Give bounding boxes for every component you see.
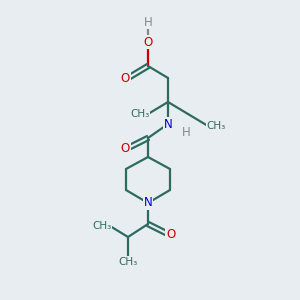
Text: H: H [182,125,190,139]
Text: O: O [120,71,130,85]
Text: H: H [144,16,152,28]
Text: N: N [144,196,152,209]
Text: CH₃: CH₃ [206,121,226,131]
Text: CH₃: CH₃ [130,109,150,119]
Text: O: O [120,142,130,154]
Text: CH₃: CH₃ [118,257,138,267]
Text: O: O [143,35,153,49]
Text: O: O [167,227,176,241]
Text: CH₃: CH₃ [92,221,112,231]
Text: N: N [164,118,172,130]
